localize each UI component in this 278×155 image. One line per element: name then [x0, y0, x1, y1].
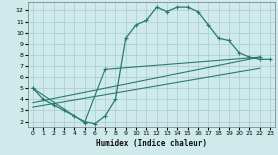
X-axis label: Humidex (Indice chaleur): Humidex (Indice chaleur) — [96, 139, 207, 148]
